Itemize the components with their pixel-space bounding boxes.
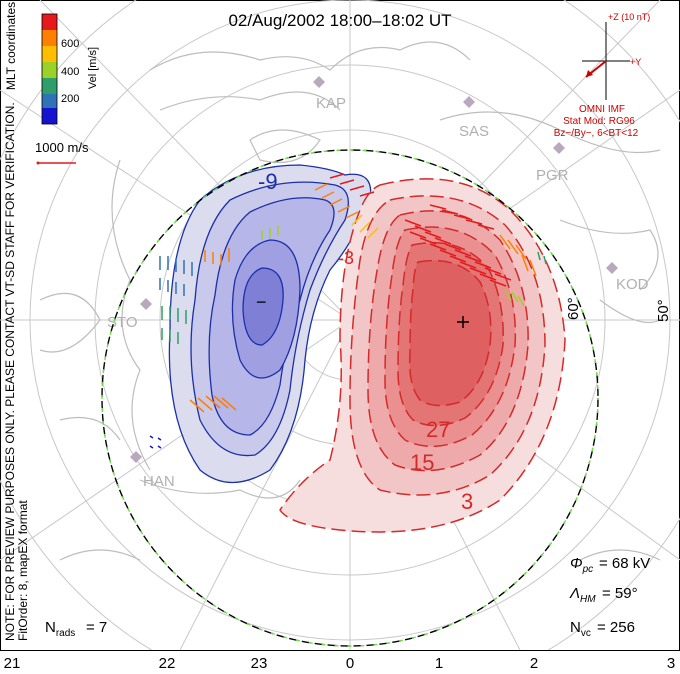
stat-model: Stat Mod: RG96 (563, 116, 635, 127)
mlt-label-23: 23 (251, 655, 268, 672)
velocity-colorbar: 600 400 200 Vel [m/s] (41, 13, 99, 125)
fitorder-note: FitOrder: 8, mapEX format (16, 500, 30, 641)
mlt-label-3: 3 (667, 655, 675, 672)
station-sas-marker (463, 96, 475, 108)
station-sas-label: SAS (459, 123, 489, 140)
imf-dial: +Z (10 nT) +Y OMNI IMF Stat Mod: RG96 Bz… (554, 12, 651, 139)
station-han-label: HAN (143, 473, 175, 490)
station-markers (130, 76, 618, 463)
contour-label-27: 27 (426, 417, 450, 442)
imf-y-label: +Y (630, 57, 641, 67)
colorbar-label: Vel [m/s] (87, 47, 99, 89)
station-labels: KAP SAS PGR KOD STO HAN (107, 95, 649, 490)
negative-potential-cell: − (168, 164, 372, 483)
contour-labels: -9 -3 27 15 3 (258, 169, 473, 514)
latitude-label-60: 60° (565, 297, 582, 320)
phi-pc-value: = 68 kV (599, 555, 650, 572)
station-sto-marker (140, 298, 152, 310)
lambda-hm-value: = 59° (602, 585, 638, 602)
potential-min-symbol: − (256, 292, 267, 312)
coastlines (39, 41, 661, 561)
contour-label-15: 15 (410, 450, 434, 475)
station-kap-label: KAP (316, 95, 346, 112)
mlt-label-0: 0 (346, 655, 354, 672)
n-vc-value: = 256 (597, 619, 635, 636)
colorbar-tick-200: 200 (61, 93, 79, 105)
mlt-label-22: 22 (159, 655, 176, 672)
contour-pos-fill-6 (408, 259, 492, 407)
colorbar-tick-600: 600 (61, 38, 79, 50)
mlt-label-21: 21 (4, 655, 21, 672)
coordinate-system-label: MLT coordinates (4, 2, 18, 90)
vector-cluster-noon (314, 173, 379, 239)
imf-source: OMNI IMF (579, 104, 625, 115)
reference-vector-label: 1000 m/s (35, 140, 89, 155)
mlt-label-2: 2 (530, 655, 538, 672)
vector-cluster-dawn (404, 204, 547, 307)
imf-z-label: +Z (10 nT) (608, 12, 650, 22)
vector-cluster-dusk (149, 226, 279, 449)
imf-condition: Bz−/By−, 6<BT<12 (554, 128, 639, 139)
station-kap-marker (313, 76, 325, 88)
n-rads-value: = 7 (86, 619, 107, 636)
station-pgr-marker (553, 142, 565, 154)
contour-label-neg-9: -9 (258, 169, 278, 194)
contour-label-3: 3 (461, 489, 473, 514)
contour-label-neg-3: -3 (338, 248, 354, 268)
potential-max-symbol (457, 316, 469, 328)
map-title: 02/Aug/2002 18:00–18:02 UT (228, 11, 451, 30)
plot-frame (0, 0, 680, 651)
station-han-marker (130, 451, 142, 463)
mlt-label-1: 1 (435, 655, 443, 672)
colorbar-tick-400: 400 (61, 66, 79, 78)
station-kod-label: KOD (616, 276, 649, 293)
positive-potential-cell (279, 178, 566, 533)
latitude-label-50: 50° (655, 299, 672, 322)
velocity-vectors (149, 173, 547, 449)
station-kod-marker (606, 262, 618, 274)
preview-note: NOTE: FOR PREVIEW PURPOSES ONLY. PLEASE … (3, 102, 17, 641)
station-pgr-label: PGR (536, 167, 569, 184)
contour-neg-fill-5 (242, 267, 284, 346)
mlt-axis: 21 22 23 0 1 2 3 (4, 655, 676, 672)
